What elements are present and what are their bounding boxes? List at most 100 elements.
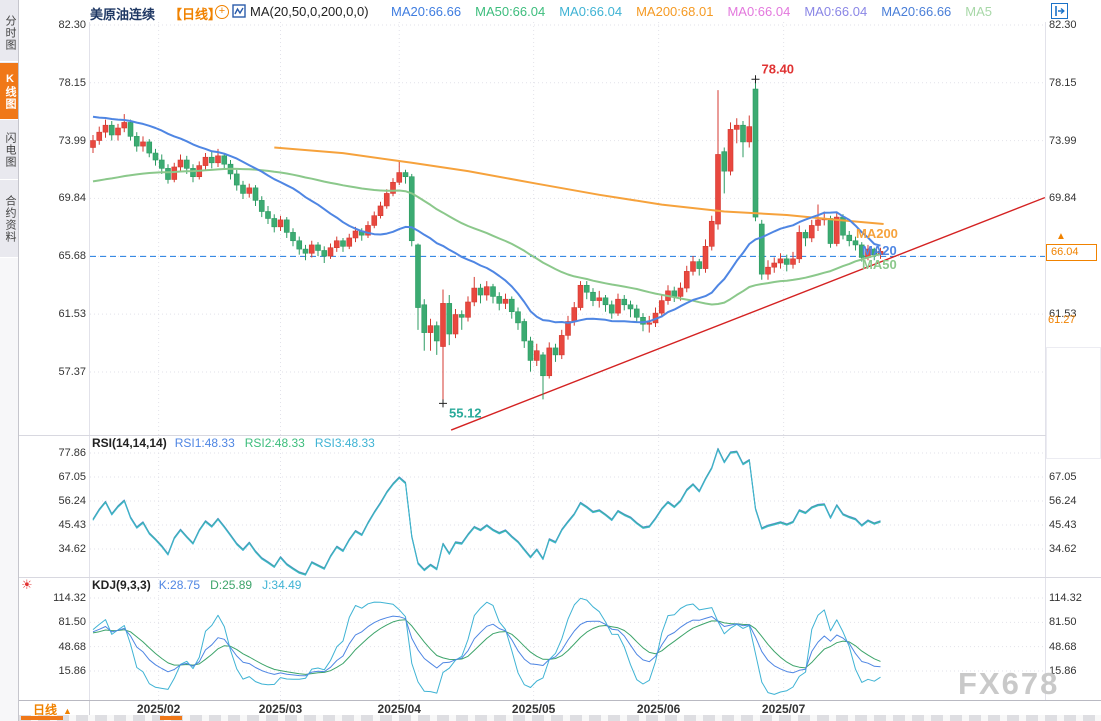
- date-tick-label: 2025/04: [377, 702, 421, 716]
- date-tick-label: 2025/05: [511, 702, 556, 716]
- trendline[interactable]: [450, 196, 1045, 431]
- candle-body: [221, 155, 228, 165]
- ma-value: MA0:66.04: [559, 4, 623, 19]
- axis-tick-label: 69.84: [1049, 192, 1077, 205]
- candle-body: [433, 325, 440, 342]
- rsi-header: RSI(14,14,14) RSI1:48.33 RSI2:48.33 RSI3:48…: [92, 436, 385, 450]
- candle-body: [383, 193, 390, 207]
- kdj-header: KDJ(9,3,3) K:28.75 D:25.89 J:34.49: [92, 578, 311, 592]
- candle-body: [671, 290, 678, 297]
- candle-body: [427, 325, 434, 333]
- candle-body: [571, 307, 578, 322]
- period-tab-daily[interactable]: 日线 ▲: [25, 701, 90, 717]
- ma-value: MA50:66.04: [475, 4, 546, 19]
- extreme-price-label: 55.12: [449, 405, 482, 420]
- candle-body: [377, 205, 384, 216]
- candle-body: [396, 172, 403, 183]
- candle-body: [608, 304, 615, 314]
- candle-body: [815, 219, 821, 226]
- candle-body: [833, 216, 840, 244]
- sidebar-tab-contract-info[interactable]: 合约资料: [0, 181, 18, 258]
- candle-body: [533, 350, 540, 361]
- rsi3-value: RSI3:48.33: [314, 436, 375, 450]
- candle-body: [683, 271, 690, 289]
- axis-tick-label: 81.50: [58, 616, 86, 629]
- candle-body: [852, 240, 859, 246]
- candle-body: [158, 159, 165, 169]
- period-tab-label: 日线: [33, 703, 58, 717]
- date-tick-label: 2025/06: [636, 702, 681, 716]
- candle-body: [390, 181, 396, 194]
- axis-tick-label: 15.86: [1049, 665, 1077, 677]
- axis-tick-label: 48.68: [58, 640, 86, 653]
- candle-body: [808, 225, 815, 239]
- ma-values-readout: MA20:66.66 MA50:66.04 MA0:66.04 MA200:68.01…: [391, 4, 992, 19]
- ma-value: MA0:66.04: [727, 4, 791, 19]
- candle-body: [346, 237, 353, 247]
- candle-body: [477, 287, 484, 296]
- candle-body: [171, 166, 178, 180]
- candle-body: [127, 122, 134, 137]
- candle-body: [471, 287, 478, 303]
- candle-body: [340, 240, 346, 247]
- candle-body: [765, 266, 771, 275]
- ma-value: MA0:66.04: [804, 4, 868, 19]
- main-rsi-separator[interactable]: [19, 435, 1101, 436]
- candle-body: [440, 303, 446, 347]
- sidebar-tab-lightning-chart[interactable]: 闪电图: [0, 121, 18, 180]
- extreme-price-label: 78.40: [762, 61, 795, 76]
- candle-body: [421, 304, 428, 333]
- sidebar: 分时图 K线图 闪电图 合约资料: [0, 0, 19, 721]
- candle-body: [740, 124, 746, 143]
- axis-tick-label: 114.32: [1049, 592, 1082, 604]
- candle-body: [202, 156, 209, 166]
- rsi-kdj-separator[interactable]: [19, 577, 1101, 578]
- chart-header: 美原油连续 【日线】 + MA(20,50,0,200,0,0) MA20:66…: [19, 0, 1101, 22]
- candle-body: [233, 173, 240, 186]
- candle-body: [871, 248, 878, 255]
- indicator-line: [92, 447, 881, 575]
- axis-tick-label: 82.30: [1049, 19, 1077, 31]
- candle-body: [352, 230, 359, 239]
- extreme-marker-icon: [751, 75, 760, 84]
- candle-body: [621, 298, 628, 306]
- indicator-line: [92, 615, 881, 677]
- ma-line-label: MA50: [862, 257, 897, 272]
- axis-tick-label: 45.43: [1049, 519, 1077, 531]
- axis-tick-label: 81.50: [1049, 616, 1077, 629]
- candle-body: [152, 152, 159, 161]
- horizontal-scrollbar[interactable]: [19, 715, 1101, 721]
- candle-body: [796, 232, 803, 260]
- date-tick-label: 2025/02: [136, 702, 181, 716]
- candle-body: [508, 298, 515, 313]
- axis-tick-label: 48.68: [1049, 640, 1077, 653]
- sidebar-tab-kline-chart[interactable]: K线图: [0, 63, 18, 120]
- candle-body: [402, 172, 409, 178]
- candle-body: [690, 261, 696, 272]
- sidebar-tab-timeshare-chart[interactable]: 分时图: [0, 5, 18, 62]
- candle-body: [521, 321, 528, 342]
- plot-right-border: [1045, 22, 1046, 700]
- candle-body: [758, 223, 765, 275]
- indicator-settings-icon[interactable]: ☀: [21, 577, 33, 592]
- candle-body: [602, 297, 609, 306]
- candle-body: [327, 247, 334, 257]
- candle-body: [715, 154, 721, 225]
- axis-tick-label: 56.24: [1049, 495, 1077, 507]
- period-tag[interactable]: 【日线】: [169, 7, 222, 22]
- candle-body: [296, 240, 303, 250]
- candle-body: [483, 286, 490, 296]
- candle-body: [577, 284, 584, 308]
- scrollbar-thumb[interactable]: [21, 716, 63, 720]
- rsi-plot[interactable]: [90, 437, 1045, 577]
- floating-panel: [1046, 347, 1101, 459]
- indicator-line: [92, 448, 881, 575]
- kdj-plot[interactable]: [90, 579, 1045, 700]
- axis-tick-label: 56.24: [58, 495, 86, 507]
- add-indicator-icon[interactable]: +: [215, 5, 229, 19]
- pan-right-icon[interactable]: [1051, 3, 1068, 19]
- symbol-name: 美原油连续: [90, 7, 156, 22]
- candle-body: [465, 301, 471, 318]
- kdj-d-value: D:25.89: [210, 578, 253, 592]
